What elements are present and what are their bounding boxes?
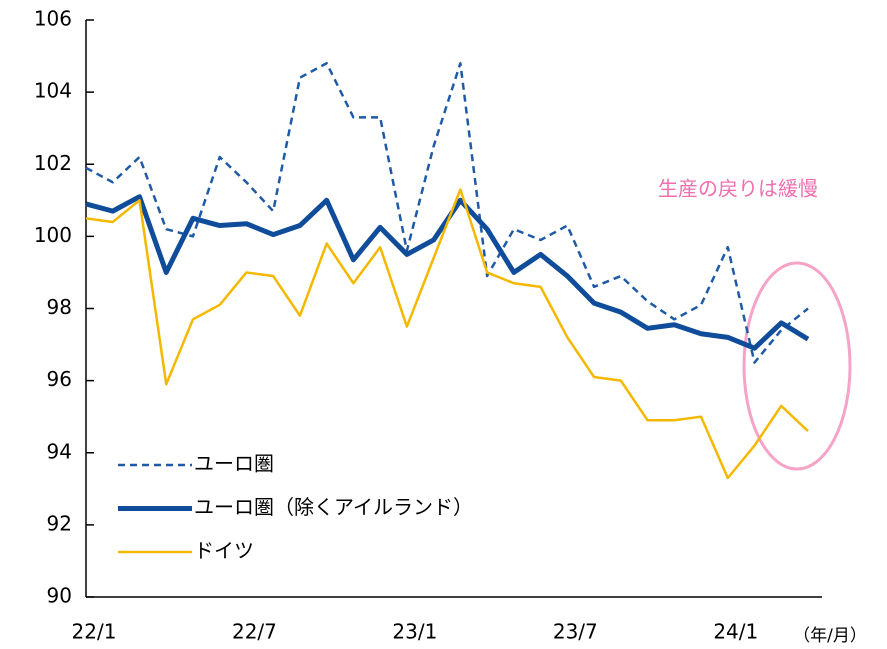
x-tick-label: 24/1 — [713, 620, 758, 644]
series-line — [85, 188, 809, 480]
annotation: 生産の戻りは緩慢 — [658, 177, 818, 201]
series-line — [85, 194, 810, 351]
x-tick-label: 23/1 — [392, 620, 437, 644]
y-tick-label: 100 — [34, 223, 72, 247]
y-tick-label: 98 — [47, 295, 72, 319]
y-tick-label: 106 — [34, 7, 72, 31]
x-tick-label: 23/7 — [553, 620, 598, 644]
highlight-ellipse — [742, 261, 852, 471]
y-tick-label: 104 — [34, 79, 72, 103]
legend-label: ドイツ — [194, 539, 254, 563]
y-tick-label: 102 — [34, 151, 72, 175]
x-tick-label: 22/7 — [232, 620, 277, 644]
y-tick-label: 96 — [47, 367, 72, 391]
y-tick-label: 90 — [47, 584, 72, 608]
legend-label: ユーロ圏（除くアイルランド） — [194, 495, 473, 519]
x-axis-unit: （年/月） — [793, 626, 867, 646]
y-tick-label: 94 — [47, 439, 72, 463]
legend-label: ユーロ圏 — [194, 452, 274, 476]
x-tick-label: 22/1 — [72, 620, 117, 644]
y-tick-label: 92 — [47, 511, 72, 535]
